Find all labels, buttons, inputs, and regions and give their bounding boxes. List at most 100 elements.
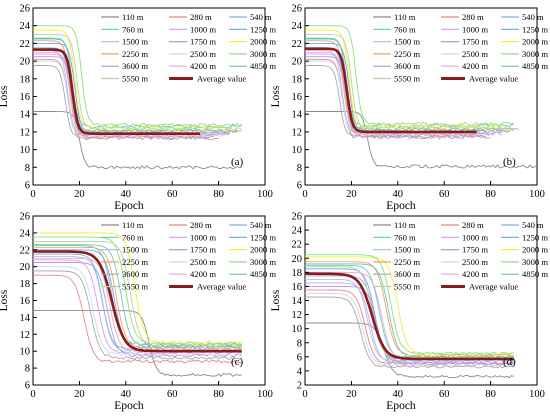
y-tick-label: 18 (292, 74, 303, 85)
legend-item-110-m: 110 m (101, 12, 144, 22)
legend-label: 1250 m (522, 24, 548, 34)
legend-item-2500-m: 2500 m (441, 49, 488, 59)
legend-item-3000-m: 3000 m (229, 257, 276, 267)
series-lines (305, 25, 538, 169)
legend-item-3000-m: 3000 m (501, 49, 548, 59)
legend-item-1750-m: 1750 m (169, 245, 216, 255)
y-axis-label: Loss (270, 289, 282, 311)
legend-label: 2500 m (190, 49, 216, 59)
legend-label: Average value (197, 74, 246, 84)
legend-label: 760 m (122, 232, 144, 242)
legend-item-3000-m: 3000 m (229, 49, 276, 59)
x-tick-label: 40 (393, 389, 404, 400)
y-axis-label: Loss (270, 85, 282, 107)
series-1750-m (305, 56, 487, 139)
series-2000-m (305, 29, 503, 129)
x-tick-label: 60 (167, 189, 178, 200)
legend-label: 110 m (122, 12, 144, 22)
x-tick-label: 60 (439, 389, 450, 400)
series-5550-m (33, 34, 242, 131)
panel-d: 0 20 40 60 80 1002468101214161820222426EpochL… (270, 212, 548, 413)
legend-item-1250-m: 1250 m (229, 24, 276, 34)
legend-item-1750-m: 1750 m (169, 37, 216, 47)
y-tick-label: 16 (292, 282, 303, 293)
legend-label: 3600 m (122, 269, 148, 279)
legend-item-2000-m: 2000 m (229, 245, 276, 255)
legend-label: 2500 m (190, 257, 216, 267)
y-tick-label: 24 (292, 21, 303, 32)
y-tick-label: 14 (292, 110, 303, 121)
legend-item-1500-m: 1500 m (373, 37, 420, 47)
legend-item-3600-m: 3600 m (101, 61, 148, 71)
y-tick-label: 6 (297, 352, 302, 363)
legend-item-280-m: 280 m (441, 12, 484, 22)
y-tick-label: 24 (292, 226, 303, 237)
y-tick-label: 6 (25, 381, 30, 392)
series-lines (305, 254, 515, 379)
y-tick-label: 14 (20, 313, 31, 324)
legend-label: 1500 m (122, 37, 148, 47)
series-1750-m (305, 285, 514, 365)
legend-item-1250-m: 1250 m (229, 232, 276, 242)
x-tick-label: 0 (30, 389, 35, 400)
series-3600-m (305, 296, 514, 369)
legend-item-5550-m: 5550 m (101, 74, 148, 84)
panel-label: (c) (231, 356, 244, 368)
x-tick-label: 40 (393, 189, 404, 200)
legend-label: 5550 m (122, 282, 148, 292)
legend-item-5550-m: 5550 m (101, 282, 148, 292)
legend-label: Average value (469, 74, 518, 84)
legend-label: 3600 m (122, 61, 148, 71)
y-tick-label: 12 (20, 330, 31, 341)
legend-item-1500-m: 1500 m (373, 245, 420, 255)
legend-label: 540 m (250, 12, 272, 22)
legend-item-4850-m: 4850 m (501, 269, 548, 279)
y-tick-label: 14 (292, 296, 303, 307)
series-110-m (305, 322, 514, 379)
legend-item-5550-m: 5550 m (373, 282, 420, 292)
legend-item-2000-m: 2000 m (501, 37, 548, 47)
legend-item-4850-m: 4850 m (501, 61, 548, 71)
x-tick-label: 0 (302, 189, 307, 200)
series-lines (33, 25, 243, 170)
legend-label: 760 m (122, 24, 144, 34)
legend-item-average-value: Average value (169, 74, 246, 84)
y-tick-label: 10 (20, 347, 31, 358)
y-tick-label: 26 (20, 212, 31, 223)
series-2250-m (305, 261, 514, 358)
series-2500-m (33, 266, 243, 357)
series-5550-m (33, 240, 243, 348)
legend-label: 280 m (462, 220, 484, 230)
legend-label: 280 m (190, 12, 212, 22)
series-average-value (305, 272, 514, 361)
y-tick-label: 18 (20, 279, 31, 290)
legend-label: 1750 m (462, 245, 488, 255)
legend-label: 4200 m (462, 269, 488, 279)
legend-label: 1000 m (190, 232, 216, 242)
legend: 110 m 280 m 540 m 760 m 1000 m 1250 m 1500 m 17… (101, 220, 276, 292)
legend-label: 540 m (522, 12, 544, 22)
legend-item-540-m: 540 m (229, 12, 272, 22)
y-tick-label: 20 (292, 254, 303, 265)
series-average-value (33, 48, 200, 135)
legend-item-760-m: 760 m (101, 24, 144, 34)
legend-label: 760 m (394, 232, 416, 242)
legend-label: 3600 m (394, 61, 420, 71)
legend-label: 110 m (394, 12, 416, 22)
legend-label: 1250 m (250, 24, 276, 34)
legend-label: 1750 m (462, 37, 488, 47)
series-2500-m (305, 60, 496, 137)
legend-label: 3000 m (250, 257, 276, 267)
legend-label: 5550 m (394, 282, 420, 292)
series-5550-m (305, 266, 514, 360)
legend-item-2250-m: 2250 m (373, 257, 420, 267)
legend-label: 2000 m (522, 37, 548, 47)
y-tick-label: 22 (292, 39, 303, 50)
series-4850-m (33, 37, 238, 133)
legend-item-2250-m: 2250 m (101, 257, 148, 267)
y-tick-label: 22 (20, 245, 31, 256)
legend-item-average-value: Average value (441, 282, 518, 292)
series-3600-m (305, 65, 491, 140)
legend-label: 4850 m (250, 61, 276, 71)
panel-label: (a) (231, 156, 244, 168)
